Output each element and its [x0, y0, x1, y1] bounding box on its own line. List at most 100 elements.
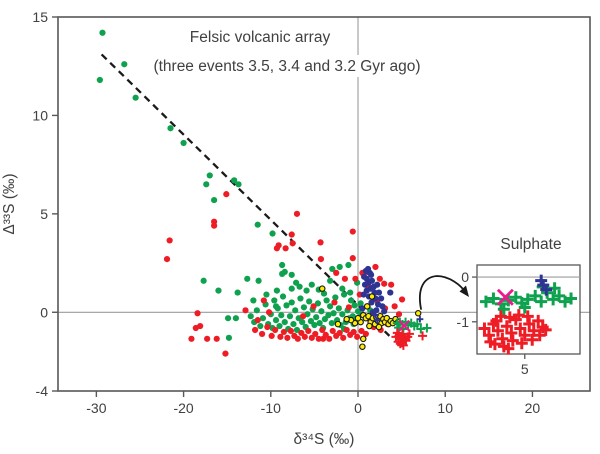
data-point-red-sulphide	[341, 275, 349, 282]
data-point-green-sulphide	[313, 314, 320, 321]
data-point-red-sulphide	[264, 323, 271, 331]
data-point-inset-red-cross	[478, 322, 491, 335]
data-point-inset-red-cross	[532, 314, 545, 327]
data-point-green-sulphide	[330, 310, 337, 317]
data-point-green-sulphide	[206, 172, 213, 179]
data-point-green-sulphide	[306, 298, 313, 305]
data-point-green-sulphide	[325, 312, 332, 319]
data-point-red-sulphide	[317, 256, 325, 263]
data-point-inset-red-cross	[515, 337, 528, 350]
data-point-green-sulphide	[99, 29, 106, 36]
data-point-green-sulphide	[288, 299, 295, 306]
data-point-green-sulphide	[254, 221, 261, 228]
data-point-red-sulphide	[260, 297, 267, 304]
data-point-inset-red-cross	[514, 322, 527, 335]
data-point-green-sulphide	[244, 275, 251, 282]
data-point-green-sulphide	[273, 287, 281, 294]
data-point-yellow-sulphide	[363, 303, 371, 310]
data-point-blue-sulphide	[374, 281, 381, 288]
data-point-yellow-sulphide	[319, 285, 326, 292]
data-point-red-sulphate-cross	[401, 334, 411, 344]
data-point-green-sulphide	[299, 319, 306, 326]
data-point-red-sulphide	[272, 326, 279, 334]
data-point-red-sulphide	[197, 322, 204, 330]
data-point-green-sulphide	[345, 261, 352, 269]
data-point-red-sulphide	[163, 256, 171, 263]
data-point-green-sulphide	[318, 308, 325, 315]
data-point-red-sulphide	[289, 240, 296, 247]
plot-frame	[57, 16, 591, 392]
data-point-inset-red-cross	[490, 314, 503, 327]
data-point-red-sulphide	[213, 335, 220, 342]
data-point-green-sulphide	[328, 319, 335, 327]
data-point-green-sulphide	[274, 305, 281, 312]
data-point-blue-sulphide	[379, 303, 386, 310]
data-point-green-sulphate-cross	[412, 319, 422, 329]
data-point-green-sulphide	[336, 263, 343, 271]
y-tick-label: 5	[40, 206, 48, 222]
x-tick-label: -20	[173, 400, 193, 416]
data-point-red-sulphide	[211, 222, 218, 229]
x-axis-label: δ³⁴S (‰)	[294, 431, 355, 448]
data-point-green-sulphide	[327, 277, 334, 284]
sulphate-inset: 0 -1 5	[457, 264, 581, 377]
data-point-green-sulphide	[311, 321, 318, 329]
data-point-yellow-sulphide	[354, 314, 362, 322]
data-point-green-sulphide	[200, 277, 207, 284]
y-axis-label: Δ³³S (‰)	[1, 173, 18, 234]
data-point-green-sulphide	[339, 285, 346, 292]
data-point-yellow-sulphide	[368, 293, 376, 300]
x-tick-label: -10	[261, 400, 281, 416]
y-tick-label: 0	[40, 304, 48, 320]
data-point-red-sulphide	[242, 307, 249, 314]
data-point-green-sulphide	[224, 315, 232, 322]
data-point-green-sulphide	[271, 297, 278, 304]
data-point-red-sulphide	[268, 332, 275, 339]
data-point-green-sulphide	[327, 303, 334, 310]
y-tick-label: 15	[32, 9, 48, 25]
data-point-red-sulphide	[282, 245, 289, 252]
data-point-yellow-sulphide	[334, 320, 342, 328]
data-point-green-sulphide	[347, 297, 355, 304]
data-point-red-sulphide	[326, 335, 333, 342]
data-point-red-sulphide	[320, 335, 327, 342]
data-point-red-sulphide	[280, 328, 287, 336]
data-point-inset-green-cross	[509, 291, 522, 304]
data-point-green-sulphide	[232, 315, 240, 322]
data-point-green-sulphide	[340, 291, 348, 298]
x-tick-label: 10	[437, 400, 453, 416]
data-point-yellow-sulphide	[343, 315, 350, 323]
data-point-blue-sulphate-cross	[373, 316, 381, 324]
data-point-inset-green-cross	[487, 292, 500, 305]
data-point-green-sulphide	[286, 313, 294, 320]
data-point-blue-sulphide	[361, 281, 369, 288]
data-point-red-sulphide	[275, 242, 282, 249]
scatter-points	[96, 29, 432, 357]
data-point-blue-sulphide	[378, 295, 385, 302]
data-point-red-sulphide	[329, 327, 336, 335]
inset-y-tick-label: 0	[461, 269, 469, 285]
data-point-green-sulphide	[180, 139, 187, 147]
data-point-inset-red-cross	[500, 320, 513, 333]
data-point-green-sulphide	[300, 304, 308, 311]
data-point-green-sulphide	[292, 307, 299, 314]
data-point-yellow-sulphide	[414, 309, 422, 317]
data-point-green-sulphide	[167, 125, 174, 132]
data-point-inset-red-cross	[521, 310, 534, 323]
data-point-green-sulphide	[281, 319, 288, 326]
data-point-inset-red-cross	[484, 335, 497, 348]
data-point-red-sulphide	[252, 326, 259, 334]
data-point-red-sulphide	[258, 330, 266, 338]
data-point-red-sulphide	[287, 327, 294, 335]
data-point-green-sulphide	[255, 277, 262, 284]
data-point-blue-sulphide	[359, 305, 366, 312]
data-point-red-sulphide	[204, 335, 211, 342]
inset-y-tick-label: -1	[457, 314, 470, 330]
data-point-red-sulphide	[223, 191, 230, 198]
data-point-green-sulphide	[288, 285, 295, 292]
data-point-green-sulphide	[279, 293, 287, 300]
data-point-red-sulphide	[312, 330, 319, 338]
data-point-yellow-sulphide	[375, 323, 383, 331]
data-point-blue-sulphide	[360, 291, 367, 298]
data-point-inset-green-cross	[479, 295, 492, 308]
